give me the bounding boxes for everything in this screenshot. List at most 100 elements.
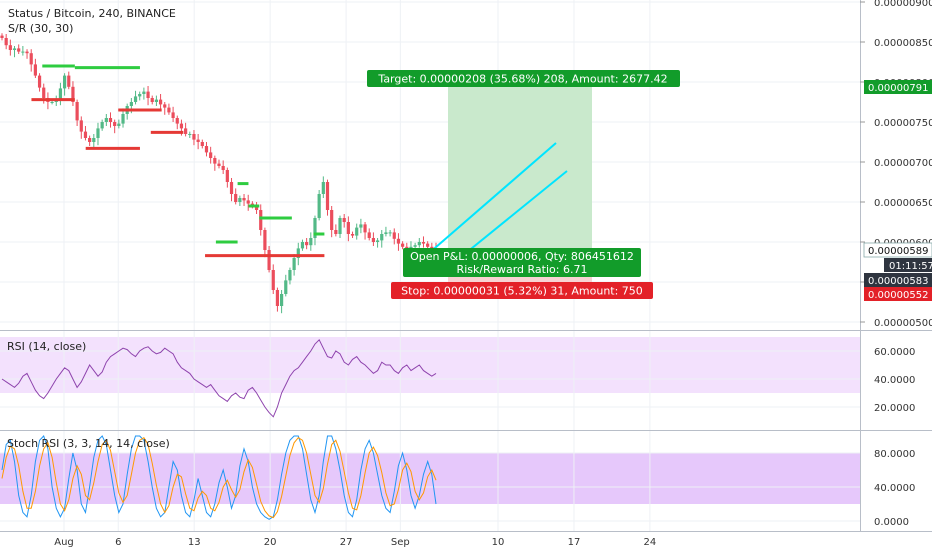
candle-body [380, 234, 384, 241]
candle-body [334, 230, 338, 234]
candle-body [108, 118, 113, 122]
candle-body [8, 45, 12, 50]
candle-body [146, 91, 150, 98]
chart-title: Status / Bitcoin, 240, BINANCE [8, 7, 176, 20]
candle-body [346, 222, 350, 234]
candle-body [129, 102, 133, 106]
candle-body [71, 86, 75, 102]
open-pnl-label-box[interactable]: Open P&L: 0.00000006, Qty: 806451612 Ris… [403, 248, 641, 277]
last-price-badge-text: 0.00000589 [868, 246, 928, 257]
candle-body [96, 128, 100, 138]
target-label-box[interactable]: Target: 0.00000208 (35.68%) 208, Amount:… [367, 70, 680, 87]
candle-body [338, 218, 342, 234]
rsi-axis[interactable]: 20.0000 40.0000 60.0000 [874, 347, 915, 414]
candle-body [263, 230, 267, 250]
candle-body [121, 114, 125, 124]
price-tick-label: 0.00000500 [874, 318, 932, 329]
time-tick-label: 10 [492, 537, 505, 548]
rsi-tick-label: 20.0000 [874, 403, 915, 414]
risk-reward-label: Risk/Reward Ratio: 6.71 [457, 263, 588, 276]
candle-body [213, 158, 217, 164]
candle-body [271, 270, 275, 290]
candle-body [58, 88, 63, 100]
candle-body [430, 246, 434, 249]
stoch-k-line [1, 435, 437, 520]
candle-body [234, 194, 238, 202]
candle-body [142, 91, 146, 94]
stoch-axis[interactable]: 0.0000 40.0000 80.0000 [874, 449, 915, 528]
candle-body [104, 118, 108, 122]
rsi-line [1, 338, 437, 418]
candlestick-series [0, 33, 438, 314]
candle-body [421, 242, 426, 244]
candle-body [221, 166, 225, 170]
rsi-panel-label[interactable]: RSI (14, close) [7, 340, 86, 353]
candle-body [313, 218, 317, 238]
candle-body [300, 242, 305, 249]
candle-body [363, 224, 367, 233]
candle-body [150, 98, 154, 102]
candle-body [171, 112, 175, 118]
candle-body [62, 75, 67, 89]
candle-body [12, 48, 17, 50]
candle-body [88, 138, 92, 142]
candle-body [350, 234, 355, 236]
candle-body [267, 250, 271, 270]
trendline-upper[interactable] [427, 142, 557, 255]
candle-body [238, 198, 242, 202]
rsi-band [0, 337, 860, 393]
candle-body [184, 128, 188, 134]
candle-body [4, 38, 8, 46]
candle-body [342, 218, 346, 222]
rsi-tick-label: 40.0000 [874, 375, 915, 386]
candle-body [200, 142, 204, 146]
candle-body [392, 232, 396, 239]
time-tick-label: Sep [391, 537, 410, 548]
countdown-badge: 01:11:57 [884, 258, 932, 272]
price-tick-label: 0.00000750 [874, 118, 932, 129]
candle-body [254, 206, 259, 210]
candle-body [317, 194, 321, 218]
price-tick-label: 0.00000900 [874, 0, 932, 9]
candle-body [158, 99, 163, 105]
candle-body [426, 243, 430, 247]
time-axis[interactable]: Aug 6 13 20 27 Sep 10 17 24 [54, 537, 656, 548]
price-tick-label: 0.00000700 [874, 158, 932, 169]
candle-body [242, 198, 246, 201]
candle-body [83, 131, 88, 138]
candle-body [309, 238, 313, 246]
candle-body [25, 51, 29, 54]
last-price-badge: 0.00000589 [863, 242, 932, 258]
stoch-tick-label: 80.0000 [874, 449, 915, 460]
candle-body [33, 64, 37, 76]
stoch-tick-label: 40.0000 [874, 483, 915, 494]
candle-body [259, 210, 263, 230]
target-price-badge: 0.00000791 [864, 80, 932, 94]
target-zone[interactable] [448, 86, 592, 277]
rsi-tick-label: 60.0000 [874, 347, 915, 358]
candle-body [359, 224, 363, 228]
stop-label-box[interactable]: Stop: 0.00000031 (5.32%) 31, Amount: 750 [391, 282, 653, 299]
candle-body [188, 134, 192, 135]
candle-body [225, 170, 229, 182]
candle-body [275, 290, 280, 306]
time-tick-label: 27 [340, 537, 353, 548]
candle-body [29, 53, 33, 65]
candle-body [17, 48, 21, 52]
candle-body [167, 107, 171, 113]
time-tick-label: 20 [264, 537, 277, 548]
candle-body [204, 146, 209, 153]
candle-body [396, 238, 401, 244]
stop-price-badge: 0.00000552 [864, 287, 932, 301]
time-tick-label: Aug [54, 537, 74, 548]
candle-body [117, 123, 121, 126]
candle-body [371, 238, 376, 242]
candle-body [100, 122, 104, 129]
candle-body [388, 232, 392, 234]
stoch-rsi-band [0, 453, 860, 504]
sr-indicator-label[interactable]: S/R (30, 30) [8, 22, 73, 35]
candle-body [279, 294, 284, 306]
candle-body [138, 94, 142, 97]
stoch-panel-label[interactable]: Stoch RSI (3, 3, 14, 14, close) [7, 437, 170, 450]
